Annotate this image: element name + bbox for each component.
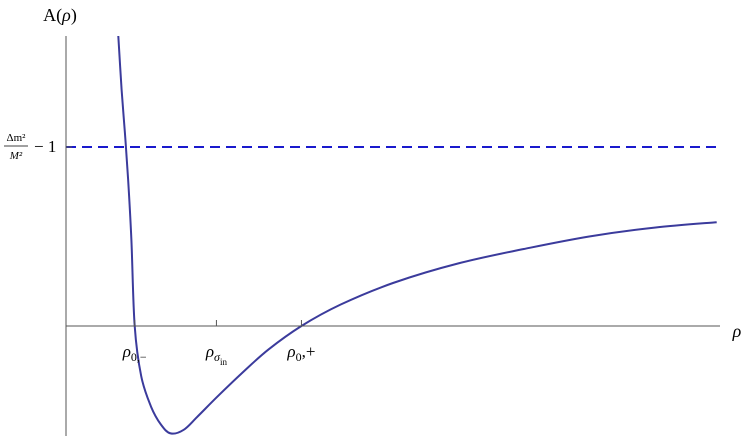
x-tick-label-main: ρ	[286, 342, 295, 361]
y-axis-title-var: ρ	[61, 5, 71, 25]
series-layer	[66, 36, 717, 435]
y-axis-title-prefix: A(	[43, 5, 62, 26]
y-axis-title: A(ρ)	[43, 5, 77, 26]
x-tick-label: ρσin	[205, 342, 228, 367]
curve-A-of-rho	[117, 36, 717, 435]
x-tick-label-sub: 0	[296, 350, 302, 364]
x-tick-label-sub: σ	[214, 350, 221, 364]
y-tick-label-tail: − 1	[34, 137, 56, 156]
x-axis-title: ρ	[732, 321, 742, 341]
y-tick-label-denominator: M²	[9, 150, 23, 162]
x-tick-label: ρ0,−	[122, 342, 147, 364]
x-tick-label: ρ0,+	[286, 342, 315, 364]
x-tick-label-sub: 0,−	[131, 350, 147, 364]
y-tick-label-numerator: Δm²	[7, 132, 27, 144]
x-tick-label-main: ρ	[122, 342, 131, 361]
y-axis-title-suffix: )	[71, 5, 77, 26]
x-tick-label-tail: ,+	[302, 342, 316, 361]
x-tick-label-main: ρ	[205, 342, 214, 361]
axes-layer	[65, 36, 720, 436]
x-tick-label-subsub: in	[220, 357, 228, 367]
